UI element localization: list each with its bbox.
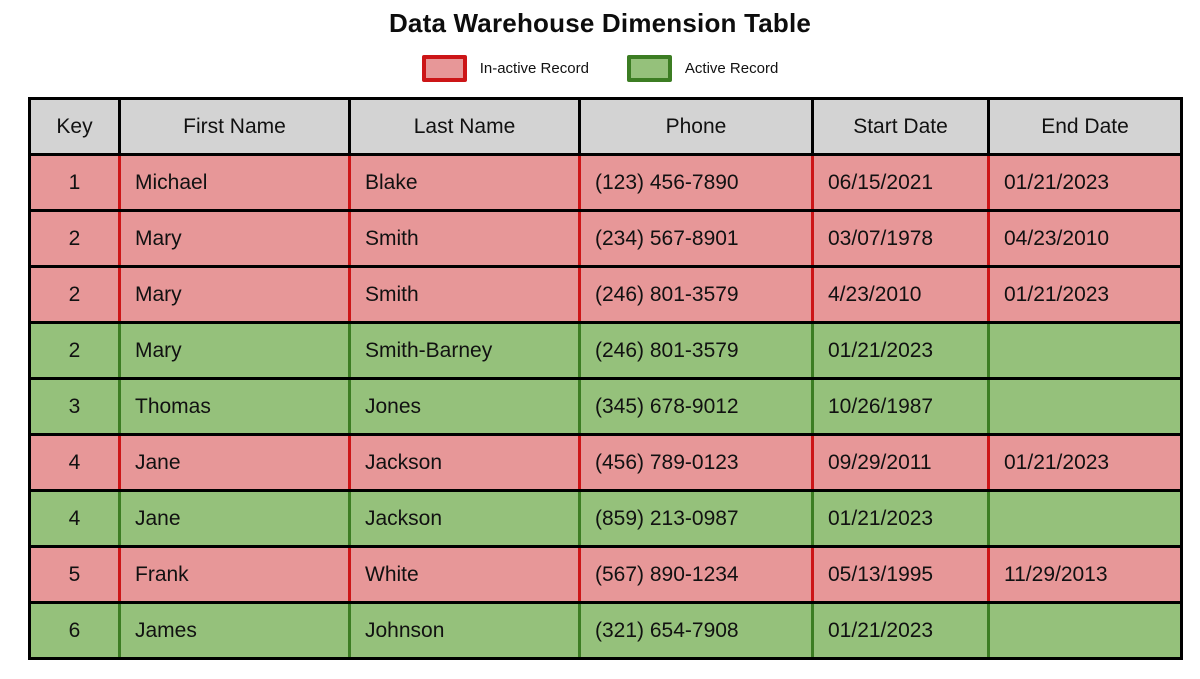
table-cell: Smith-Barney [348, 321, 580, 380]
table-cell: 01/21/2023 [987, 153, 1182, 212]
table-cell: 01/21/2023 [811, 321, 989, 380]
table-cell: 01/21/2023 [811, 489, 989, 548]
table-cell: James [118, 601, 350, 660]
table-cell: (321) 654-7908 [578, 601, 813, 660]
table-cell: Mary [118, 321, 350, 380]
legend-swatch-active-icon [626, 54, 672, 82]
table-cell: 05/13/1995 [811, 545, 989, 604]
table-cell: 01/21/2023 [987, 433, 1182, 492]
table-row: 1 Michael Blake (123) 456-7890 06/15/2021 01/… [29, 153, 1182, 212]
table-cell: (246) 801-3579 [578, 321, 813, 380]
legend-item-inactive: In-active Record [421, 54, 589, 82]
table-cell: Smith [348, 209, 580, 268]
legend: In-active Record Active Record [0, 54, 1200, 82]
table-cell: 04/23/2010 [987, 209, 1182, 268]
table-cell: 4 [29, 433, 120, 492]
table-cell: 4/23/2010 [811, 265, 989, 324]
table-row: 2 Mary Smith (234) 567-8901 03/07/1978 04/23/… [29, 209, 1182, 268]
table-cell: Jane [118, 489, 350, 548]
legend-item-active: Active Record [626, 54, 779, 82]
table-cell: White [348, 545, 580, 604]
table-cell: (234) 567-8901 [578, 209, 813, 268]
table-cell: (123) 456-7890 [578, 153, 813, 212]
table-cell: (456) 789-0123 [578, 433, 813, 492]
table-row: 5 Frank White (567) 890-1234 05/13/1995 11/29… [29, 545, 1182, 604]
table-cell [987, 601, 1182, 660]
column-header: Last Name [348, 97, 581, 156]
legend-swatch-inactive-icon [421, 54, 467, 82]
table-cell: 2 [29, 265, 120, 324]
table-cell: 6 [29, 601, 120, 660]
table-cell [987, 489, 1182, 548]
column-header: Key [28, 97, 121, 156]
table-cell: 1 [29, 153, 120, 212]
table-cell [987, 377, 1182, 436]
table-cell: Mary [118, 209, 350, 268]
table-cell: Johnson [348, 601, 580, 660]
table-cell: Michael [118, 153, 350, 212]
table-cell: 10/26/1987 [811, 377, 989, 436]
table-cell: 09/29/2011 [811, 433, 989, 492]
header-row: Key First Name Last Name Phone Start Date End… [28, 97, 1183, 156]
table-cell: 4 [29, 489, 120, 548]
table-row: 6 James Johnson (321) 654-7908 01/21/2023 [29, 601, 1182, 660]
table-cell: 2 [29, 209, 120, 268]
column-header: First Name [118, 97, 351, 156]
table-cell: Frank [118, 545, 350, 604]
legend-label: In-active Record [479, 59, 589, 77]
table-row: 3 Thomas Jones (345) 678-9012 10/26/1987 [29, 377, 1182, 436]
dimension-table: Key First Name Last Name Phone Start Date End… [28, 97, 1183, 660]
table-cell: 06/15/2021 [811, 153, 989, 212]
table-cell: Jones [348, 377, 580, 436]
page-title: Data Warehouse Dimension Table [388, 8, 812, 38]
table-cell: (345) 678-9012 [578, 377, 813, 436]
table-row: 4 Jane Jackson (456) 789-0123 09/29/2011 01/2… [29, 433, 1182, 492]
table-cell: 5 [29, 545, 120, 604]
table-cell: 01/21/2023 [811, 601, 989, 660]
column-header: Start Date [811, 97, 990, 156]
table-cell: Jackson [348, 489, 580, 548]
table-cell: Jane [118, 433, 350, 492]
table-cell: Blake [348, 153, 580, 212]
table-cell: (567) 890-1234 [578, 545, 813, 604]
table-row: 2 Mary Smith (246) 801-3579 4/23/2010 01/21/2… [29, 265, 1182, 324]
table-row: 2 Mary Smith-Barney (246) 801-3579 01/21/202… [29, 321, 1182, 380]
legend-label: Active Record [684, 59, 779, 77]
table-cell [987, 321, 1182, 380]
table-cell: 2 [29, 321, 120, 380]
column-header: Phone [578, 97, 814, 156]
table-cell: Jackson [348, 433, 580, 492]
table-cell: Smith [348, 265, 580, 324]
table-cell: 01/21/2023 [987, 265, 1182, 324]
table-cell: Thomas [118, 377, 350, 436]
table-row: 4 Jane Jackson (859) 213-0987 01/21/2023 [29, 489, 1182, 548]
column-header: End Date [987, 97, 1183, 156]
table-cell: 3 [29, 377, 120, 436]
table-cell: Mary [118, 265, 350, 324]
table-cell: 03/07/1978 [811, 209, 989, 268]
table-cell: (859) 213-0987 [578, 489, 813, 548]
table-cell: 11/29/2013 [987, 545, 1182, 604]
table-cell: (246) 801-3579 [578, 265, 813, 324]
